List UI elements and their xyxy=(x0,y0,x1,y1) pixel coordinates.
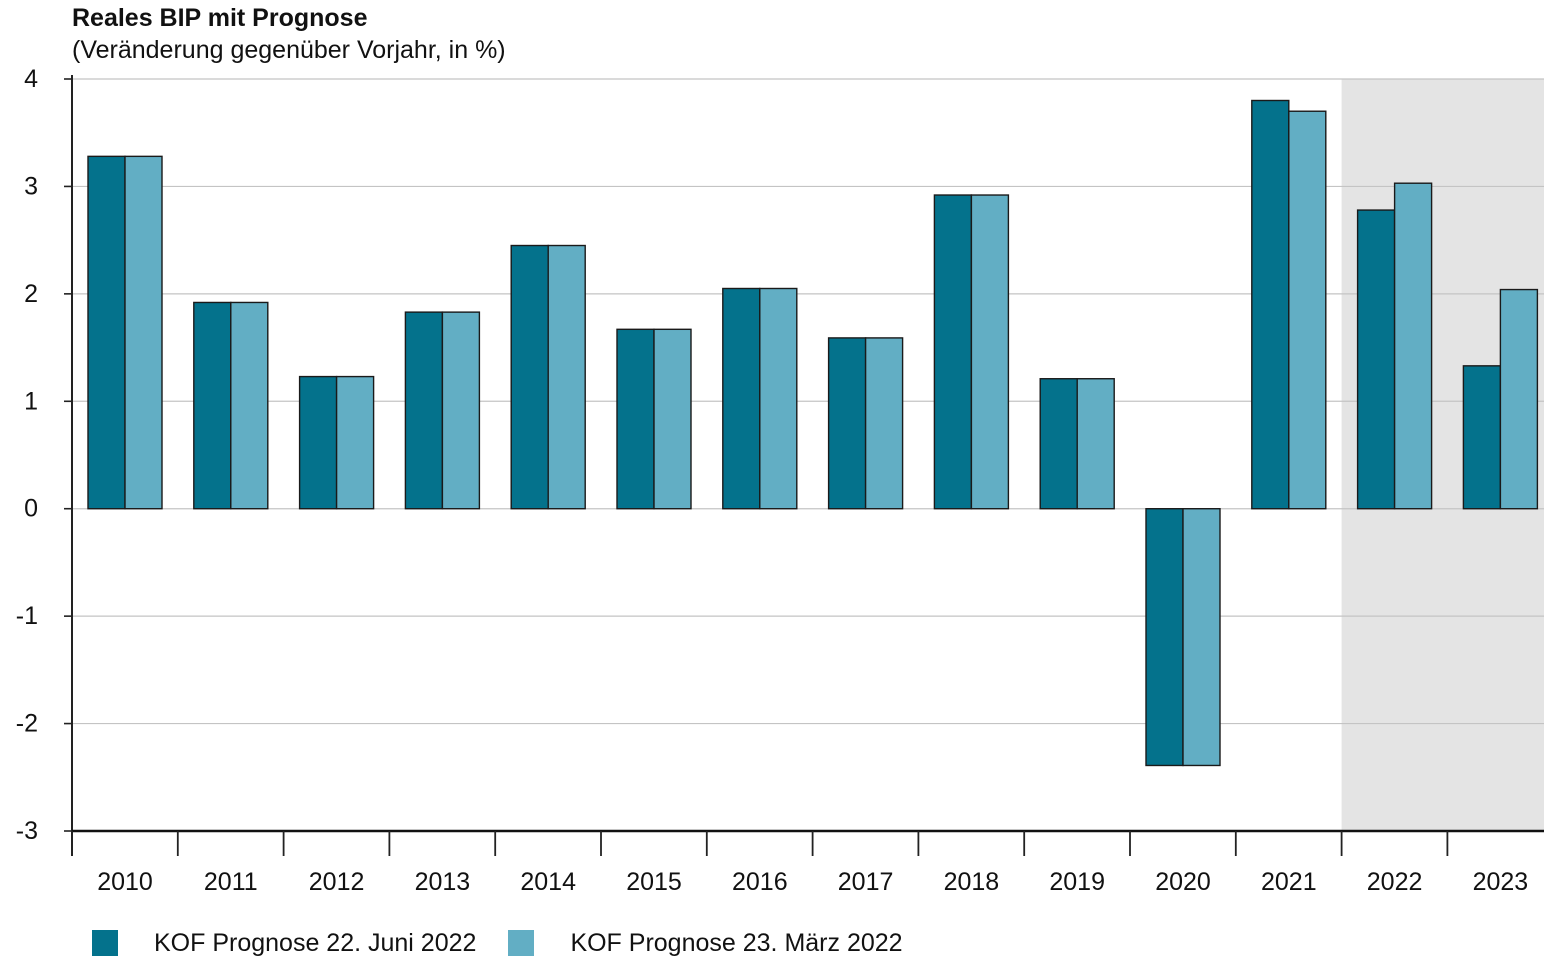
bar-2019-series-1 xyxy=(1039,378,1078,510)
x-tick-label-2010: 2010 xyxy=(97,868,153,896)
bar-2014-series-1 xyxy=(510,244,549,510)
bar-2016-series-2 xyxy=(759,287,798,510)
chart-title: Reales BIP mit Prognose xyxy=(72,4,368,32)
x-tick-label-2019: 2019 xyxy=(1049,868,1105,896)
legend-label-series-1: KOF Prognose 22. Juni 2022 xyxy=(154,928,477,957)
bar-2015-series-2 xyxy=(653,328,692,510)
bar-2020-series-2 xyxy=(1182,508,1221,767)
y-tick-label: 3 xyxy=(24,172,38,200)
bar-2021-series-2 xyxy=(1288,110,1327,510)
y-tick-label: -1 xyxy=(16,602,38,630)
x-tick-label-2022: 2022 xyxy=(1367,868,1423,896)
bar-2013-series-2 xyxy=(441,311,481,510)
y-tick-label: 0 xyxy=(24,495,38,523)
bar-2010-series-1 xyxy=(87,155,126,510)
bar-chart: 4 3 2 1 0 -1 -2 -3 2010 2011 2012 2013 2014 2015 2016 2… xyxy=(16,65,1544,896)
bar-2018-series-1 xyxy=(933,194,973,510)
bar-2010-series-2 xyxy=(124,155,163,510)
x-tick-label-2020: 2020 xyxy=(1155,868,1211,896)
bar-2011-series-2 xyxy=(230,301,269,510)
bar-2012-series-2 xyxy=(335,375,375,510)
bar-2019-series-2 xyxy=(1076,378,1115,510)
bar-2011-series-1 xyxy=(193,301,232,510)
x-tick-label-2016: 2016 xyxy=(732,868,788,896)
x-tick-label-2017: 2017 xyxy=(838,868,894,896)
y-tick-label: 2 xyxy=(24,280,38,308)
bar-2017-series-1 xyxy=(827,337,867,510)
y-tick-label: -2 xyxy=(16,710,38,738)
bar-2023-series-1 xyxy=(1462,365,1502,510)
bar-2013-series-1 xyxy=(404,311,444,510)
legend-swatch-series-1 xyxy=(92,930,118,956)
legend-item-series-2: KOF Prognose 23. März 2022 xyxy=(508,928,903,958)
x-tick-label-2018: 2018 xyxy=(944,868,1000,896)
bar-2023-series-2 xyxy=(1499,288,1539,510)
y-tick-label: 4 xyxy=(24,65,38,93)
bar-2020-series-1 xyxy=(1145,508,1184,767)
bar-2014-series-2 xyxy=(547,244,586,510)
y-tick-label: -3 xyxy=(16,817,38,845)
bar-2022-series-2 xyxy=(1393,182,1433,510)
x-tick-label-2015: 2015 xyxy=(626,868,682,896)
bar-2012-series-1 xyxy=(298,375,338,510)
legend: KOF Prognose 22. Juni 2022 KOF Prognose … xyxy=(92,928,935,958)
y-tick-label: 1 xyxy=(24,387,38,415)
x-tick-label-2012: 2012 xyxy=(309,868,365,896)
x-tick-label-2014: 2014 xyxy=(520,868,576,896)
legend-swatch-series-2 xyxy=(508,930,535,956)
x-tick-label-2013: 2013 xyxy=(415,868,471,896)
legend-label-series-2: KOF Prognose 23. März 2022 xyxy=(570,928,903,957)
bar-2022-series-1 xyxy=(1356,209,1396,510)
bar-2015-series-1 xyxy=(616,328,655,510)
x-tick-label-2011: 2011 xyxy=(204,868,258,896)
bar-2018-series-2 xyxy=(970,194,1010,510)
bar-2021-series-1 xyxy=(1251,99,1290,510)
chart-subtitle: (Veränderung gegenüber Vorjahr, in %) xyxy=(72,36,506,64)
legend-item-series-1: KOF Prognose 22. Juni 2022 xyxy=(92,929,476,958)
x-tick-label-2023: 2023 xyxy=(1473,868,1529,896)
x-tick-label-2021: 2021 xyxy=(1261,868,1317,896)
bar-2016-series-1 xyxy=(722,287,761,510)
bar-2017-series-2 xyxy=(864,337,904,510)
